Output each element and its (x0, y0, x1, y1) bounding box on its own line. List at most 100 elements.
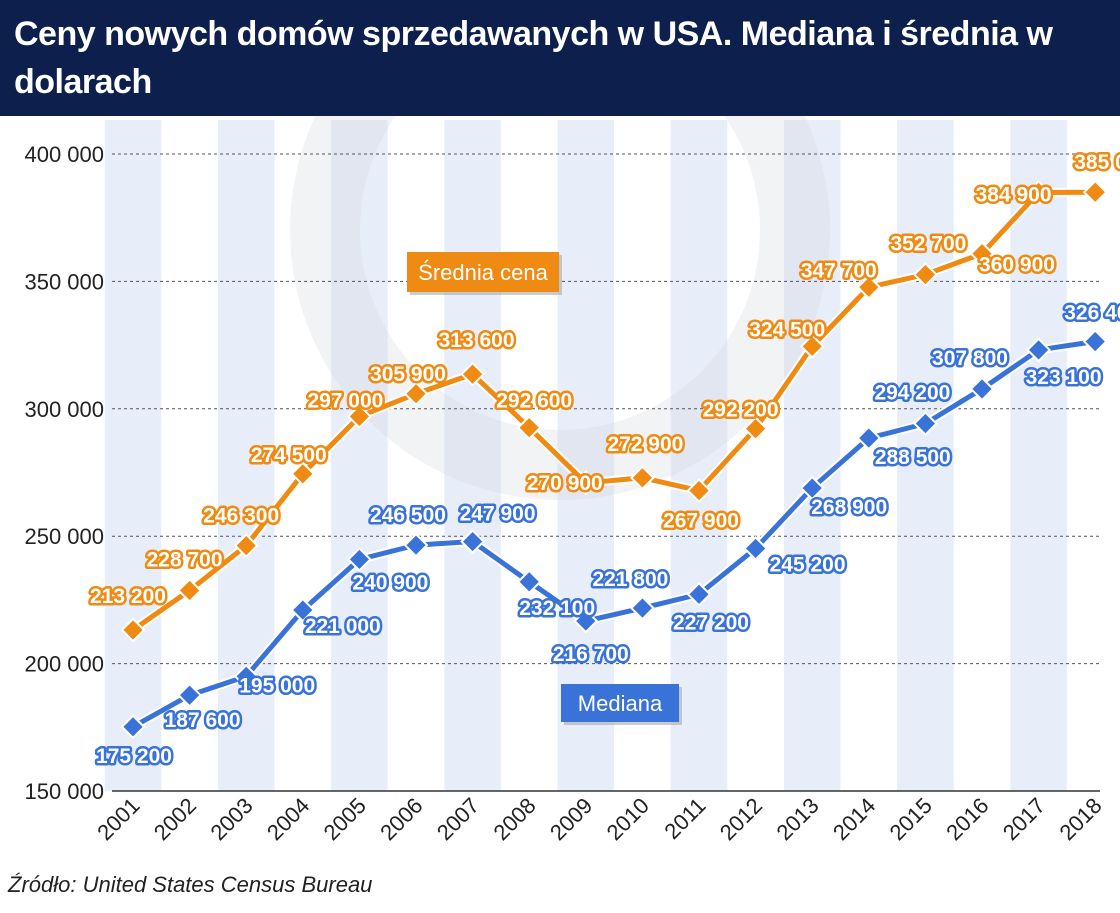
y-tick-label: 150 000 (24, 779, 104, 804)
average-data-label-halo: 292 200 (703, 399, 779, 422)
average-data-label-halo: 297 000 (307, 389, 383, 412)
median-data-label-halo: 268 900 (811, 496, 887, 519)
median-data-label: 246 500 (370, 504, 446, 527)
average-point (799, 333, 825, 359)
median-data-label-halo: 245 200 (770, 553, 846, 576)
median-point (233, 663, 259, 689)
median-data-label-halo: 221 000 (305, 615, 381, 638)
median-point (346, 546, 372, 572)
median-point (686, 581, 712, 607)
average-data-label-halo: 352 700 (890, 233, 966, 256)
median-data-label: 288 500 (875, 446, 951, 469)
median-point (460, 529, 486, 554)
x-tick-label: 2003 (205, 793, 257, 845)
watermark-ring (290, 0, 830, 500)
median-data-label-halo: 175 200 (96, 745, 172, 768)
median-data-label: 221 800 (592, 568, 668, 591)
x-tick-label: 2014 (828, 793, 880, 845)
x-tick-label: 2015 (885, 793, 937, 845)
average-data-label: 324 500 (749, 318, 825, 341)
median-data-label: 245 200 (770, 553, 846, 576)
median-data-label-halo: 227 200 (673, 611, 749, 634)
average-data-label-halo: 313 600 (439, 329, 515, 352)
median-data-label: 195 000 (239, 674, 315, 697)
x-tick-label: 2009 (545, 793, 597, 845)
average-data-label: 292 600 (496, 390, 572, 413)
median-line (131, 339, 1096, 729)
average-data-label-halo: 267 900 (663, 510, 739, 533)
median-series-label-text: Mediana (578, 691, 663, 716)
x-tick-label: 2004 (262, 793, 314, 845)
average-data-label: 274 500 (251, 444, 327, 467)
y-tick-label: 350 000 (24, 269, 104, 294)
median-data-label: 187 600 (165, 709, 241, 732)
median-data-label: 216 700 (553, 643, 629, 666)
median-data-label: 268 900 (811, 496, 887, 519)
average-point (912, 262, 938, 287)
average-data-label: 385 000 (1074, 151, 1120, 174)
average-point (516, 415, 542, 441)
median-point (1082, 329, 1108, 354)
x-tick-label: 2018 (1054, 793, 1106, 845)
average-point (969, 241, 995, 267)
median-point (403, 532, 429, 558)
median-data-label: 227 200 (673, 611, 749, 634)
average-data-label-halo: 347 700 (801, 259, 877, 282)
title-bar: Ceny nowych domów sprzedawanych w USA. M… (0, 0, 1120, 116)
median-data-label-halo: 323 100 (1026, 366, 1102, 389)
median-point (177, 682, 203, 708)
median-point (516, 569, 542, 595)
average-point (856, 274, 882, 300)
stripe-band (897, 120, 954, 791)
average-data-label: 246 300 (203, 505, 279, 528)
average-data-label: 360 900 (979, 254, 1055, 277)
average-series-label: Średnia cena (407, 252, 562, 295)
stripe-band (670, 120, 728, 791)
source-note: Źródło: United States Census Bureau (8, 872, 373, 897)
x-tick-label: 2016 (941, 793, 993, 845)
stripe-band (1010, 120, 1067, 791)
average-data-label: 292 200 (703, 399, 779, 422)
median-series-label-box (561, 684, 679, 722)
average-data-label-halo: 270 900 (527, 472, 603, 495)
average-data-label-halo: 292 600 (496, 390, 572, 413)
average-data-label-halo: 385 000 (1074, 151, 1120, 174)
average-data-label: 384 900 (976, 183, 1052, 206)
median-data-label: 323 100 (1026, 366, 1102, 389)
stripe-band (783, 120, 841, 791)
median-data-label-halo: 326 400 (1064, 302, 1120, 325)
average-data-label-halo: 305 900 (370, 363, 446, 386)
average-data-label: 352 700 (890, 233, 966, 256)
median-data-label: 326 400 (1064, 302, 1120, 325)
average-point (629, 465, 655, 491)
x-tick-label: 2013 (771, 793, 823, 845)
chart-title: Ceny nowych domów sprzedawanych w USA. M… (14, 15, 1053, 101)
average-point (686, 478, 712, 504)
median-data-label-halo: 288 500 (875, 446, 951, 469)
median-data-label: 307 800 (932, 347, 1008, 370)
median-data-label-halo: 240 900 (352, 571, 428, 594)
y-tick-label: 250 000 (24, 524, 104, 549)
average-point (1026, 180, 1052, 205)
median-data-label-halo: 187 600 (165, 709, 241, 732)
median-series-label: Mediana (561, 684, 682, 725)
median-data-label: 232 100 (519, 597, 595, 620)
median-data-label: 294 200 (874, 382, 950, 405)
average-point (120, 617, 146, 643)
average-point (346, 404, 372, 429)
x-tick-label: 2002 (149, 793, 201, 845)
average-series-label-text: Średnia cena (418, 260, 548, 285)
median-data-label: 240 900 (352, 571, 428, 594)
x-tick-label: 2007 (432, 793, 484, 845)
x-tick-label: 2006 (375, 793, 427, 845)
average-data-label: 313 600 (439, 329, 515, 352)
median-point (573, 608, 599, 634)
average-data-label-halo: 384 900 (976, 183, 1052, 206)
median-point (290, 597, 316, 623)
stripe-band (331, 120, 388, 791)
median-data-label-halo: 246 500 (370, 504, 446, 527)
average-point (177, 578, 203, 603)
median-data-label-halo: 216 700 (553, 643, 629, 666)
median-data-label-halo: 195 000 (239, 674, 315, 697)
